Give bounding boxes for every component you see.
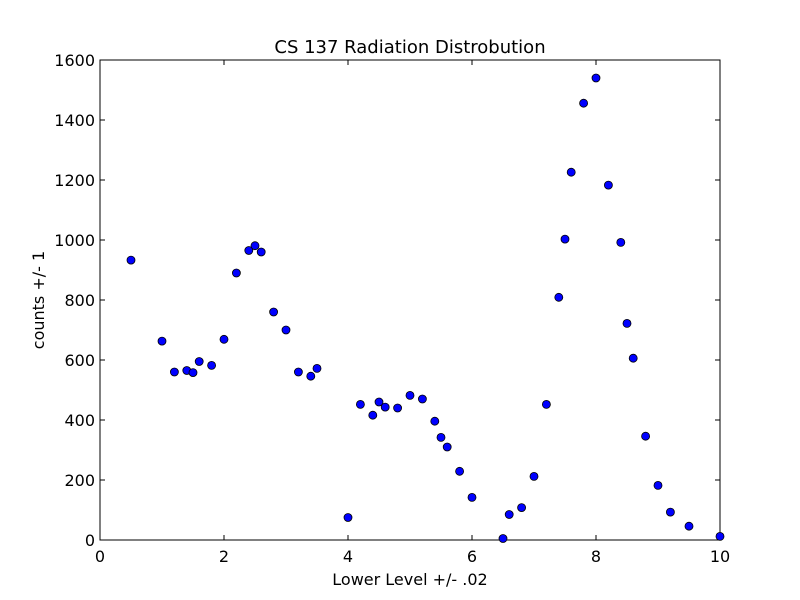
data-point (653, 480, 663, 490)
data-point (616, 237, 626, 247)
data-point (380, 402, 390, 412)
data-point (455, 466, 465, 476)
data-point (207, 360, 217, 370)
data-point (430, 416, 440, 426)
data-point (194, 357, 204, 366)
data-point (579, 98, 588, 108)
data-point (604, 180, 613, 190)
data-point (529, 471, 539, 481)
data-point (666, 507, 675, 517)
data-point (517, 503, 526, 513)
x-tick-label: 0 (95, 547, 105, 566)
data-point (405, 390, 415, 400)
data-point (306, 371, 316, 381)
data-point (355, 399, 365, 409)
data-point (219, 334, 229, 344)
data-point (169, 367, 179, 377)
data-point (442, 442, 452, 452)
data-point (312, 363, 322, 373)
data-point (393, 403, 403, 413)
data-point (467, 492, 477, 502)
data-point (281, 325, 291, 335)
y-tick-label: 1200 (54, 171, 95, 190)
y-axis-label: counts +/- 1 (29, 251, 48, 349)
plot-area: 0 2 4 6 8 10 0 200 400 600 800 1000 1200 1400 1600 (54, 51, 730, 566)
data-point (560, 234, 570, 244)
y-tick-label: 400 (64, 411, 95, 430)
data-point (256, 247, 266, 257)
data-point (126, 255, 136, 265)
data-point (157, 336, 167, 346)
data-point (368, 410, 378, 420)
data-point (343, 513, 353, 522)
data-point (244, 246, 254, 255)
data-point (417, 394, 427, 404)
data-point (542, 399, 551, 409)
data-point (566, 167, 576, 177)
data-point (293, 367, 303, 377)
data-point (498, 534, 508, 543)
x-axis-label: Lower Level +/- .02 (332, 570, 487, 589)
x-tick-label: 8 (591, 547, 601, 566)
data-point (591, 73, 601, 83)
data-point (628, 353, 638, 363)
x-tick-label: 4 (343, 547, 353, 566)
data-point (269, 307, 279, 317)
data-point (188, 368, 198, 378)
chart-title: CS 137 Radiation Distrobution (274, 37, 545, 58)
y-tick-label: 1400 (54, 111, 95, 130)
x-tick-label: 2 (219, 547, 229, 566)
data-point (715, 532, 725, 541)
y-tick-label: 1000 (54, 231, 95, 250)
x-tick-label: 10 (710, 547, 730, 566)
data-point (374, 397, 384, 407)
y-tick-label: 200 (64, 471, 95, 490)
data-point (250, 241, 260, 251)
data-point (504, 510, 514, 519)
data-point (622, 318, 632, 328)
y-tick-label: 1600 (54, 51, 95, 70)
data-point (641, 431, 650, 441)
y-tick-label: 800 (64, 291, 95, 310)
data-point (436, 432, 446, 442)
y-tick-label: 0 (85, 531, 95, 550)
data-point (684, 521, 694, 531)
data-point (554, 292, 564, 302)
y-tick-label: 600 (64, 351, 95, 370)
data-point (231, 268, 241, 278)
x-tick-label: 6 (467, 547, 477, 566)
